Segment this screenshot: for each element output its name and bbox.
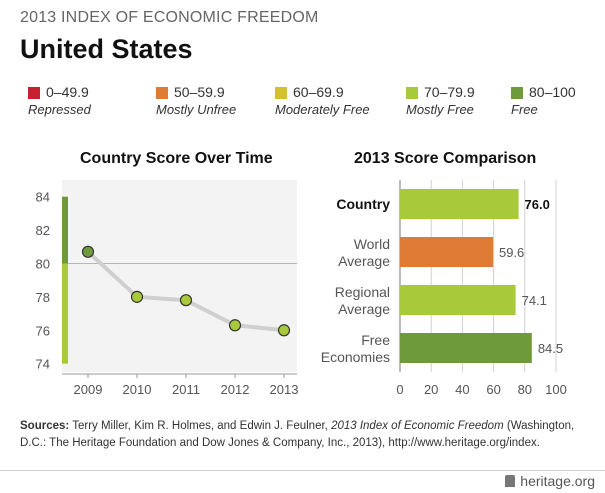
line-chart-title: Country Score Over Time bbox=[80, 150, 273, 167]
legend-swatch bbox=[511, 87, 523, 99]
x-tick-label: 2011 bbox=[172, 382, 200, 397]
category-band-mostly-free bbox=[62, 263, 68, 364]
x-tick-label: 0 bbox=[396, 382, 403, 397]
y-tick-label: 78 bbox=[36, 290, 50, 305]
bar-value-label: 74.1 bbox=[522, 293, 547, 308]
legend-range: 80–100 bbox=[529, 84, 576, 100]
score-bar bbox=[400, 189, 519, 219]
heritage-bell-icon bbox=[505, 475, 516, 487]
score-bar bbox=[400, 237, 493, 267]
legend-label: Free bbox=[511, 102, 538, 117]
score-point bbox=[179, 294, 193, 307]
bar-value-label: 76.0 bbox=[525, 197, 550, 212]
x-tick-label: 2012 bbox=[221, 382, 250, 397]
category-label-line1: World bbox=[354, 236, 390, 252]
footer-divider bbox=[0, 470, 605, 471]
sources-text: Terry Miller, Kim R. Holmes, and Edwin J… bbox=[72, 420, 328, 432]
legend-swatch bbox=[28, 87, 40, 99]
brand-text: heritage.org bbox=[520, 473, 595, 489]
category-label: Country bbox=[336, 196, 390, 212]
score-bar bbox=[400, 285, 516, 315]
legend-label: Moderately Free bbox=[275, 102, 370, 117]
index-title: 2013 INDEX OF ECONOMIC FREEDOM bbox=[20, 9, 319, 26]
legend-range: 50–59.9 bbox=[174, 84, 225, 100]
legend-range: 0–49.9 bbox=[46, 84, 89, 100]
sources: Sources: Terry Miller, Kim R. Holmes, an… bbox=[20, 418, 595, 452]
legend-swatch bbox=[275, 87, 287, 99]
country-name: United States bbox=[20, 34, 193, 64]
category-label-line1: Free bbox=[361, 332, 390, 348]
x-tick-label: 2013 bbox=[270, 382, 299, 397]
bar-value-label: 59.6 bbox=[499, 245, 524, 260]
score-point bbox=[277, 324, 291, 337]
bar-chart-title: 2013 Score Comparison bbox=[354, 150, 537, 167]
legend-swatch bbox=[406, 87, 418, 99]
x-tick-label: 2009 bbox=[74, 382, 103, 397]
category-band-free bbox=[62, 196, 68, 264]
x-tick-label: 2010 bbox=[123, 382, 152, 397]
x-tick-label: 40 bbox=[455, 382, 469, 397]
category-label-line2: Average bbox=[338, 253, 390, 269]
brand[interactable]: heritage.org bbox=[505, 473, 595, 489]
score-point bbox=[81, 245, 95, 258]
sources-label: Sources: bbox=[20, 420, 70, 432]
legend: 0–49.9 Repressed 50–59.9 Mostly Unfree 6… bbox=[28, 84, 598, 128]
category-label-line2: Average bbox=[338, 301, 390, 317]
score-point bbox=[130, 290, 144, 303]
legend-label: Mostly Unfree bbox=[156, 102, 237, 117]
y-tick-label: 82 bbox=[36, 223, 50, 238]
x-tick-label: 80 bbox=[518, 382, 532, 397]
legend-range: 60–69.9 bbox=[293, 84, 344, 100]
sources-book: 2013 Index of Economic Freedom bbox=[331, 420, 504, 432]
y-tick-label: 80 bbox=[36, 256, 50, 271]
legend-label: Repressed bbox=[28, 102, 91, 117]
legend-label: Mostly Free bbox=[406, 102, 474, 117]
score-point bbox=[228, 319, 242, 332]
sources-rest: (Washington, D.C.: The Heritage Foundati… bbox=[20, 420, 575, 449]
x-tick-label: 100 bbox=[545, 382, 567, 397]
legend-swatch bbox=[156, 87, 168, 99]
y-tick-label: 74 bbox=[36, 357, 50, 372]
legend-range: 70–79.9 bbox=[424, 84, 475, 100]
x-tick-label: 20 bbox=[424, 382, 438, 397]
bar-value-label: 84.5 bbox=[538, 341, 563, 356]
y-tick-label: 76 bbox=[36, 323, 50, 338]
category-label-line2: Economies bbox=[321, 349, 390, 365]
line-plot-area bbox=[62, 180, 297, 372]
score-bar bbox=[400, 333, 532, 363]
charts-canvas: 74 76 78 80 82 84 2009 2010 2011 2012 2013 0 20 40 60 8… bbox=[36, 180, 567, 397]
category-label-line1: Regional bbox=[335, 284, 390, 300]
y-tick-label: 84 bbox=[36, 190, 50, 205]
x-tick-label: 60 bbox=[486, 382, 500, 397]
